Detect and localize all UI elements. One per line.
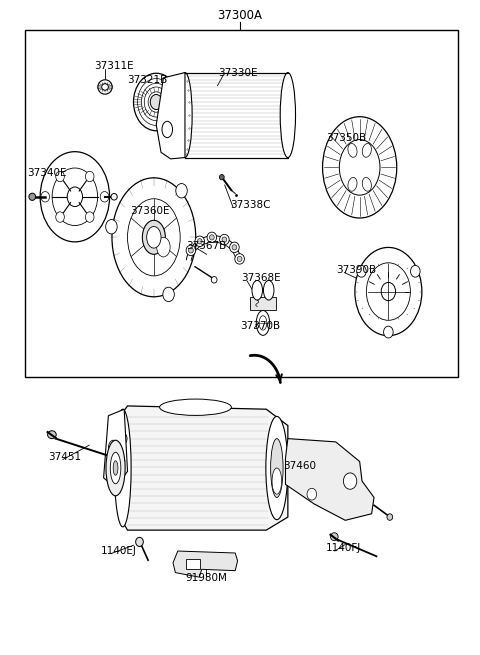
Ellipse shape <box>48 431 56 439</box>
Text: 37390B: 37390B <box>336 265 376 275</box>
Ellipse shape <box>271 439 283 497</box>
Ellipse shape <box>362 178 372 191</box>
Ellipse shape <box>85 171 94 181</box>
Text: 37300A: 37300A <box>217 9 263 22</box>
Text: 37321B: 37321B <box>128 75 168 85</box>
Ellipse shape <box>143 220 165 254</box>
Ellipse shape <box>178 73 192 158</box>
Polygon shape <box>104 409 128 487</box>
Text: 37451: 37451 <box>48 452 82 462</box>
Ellipse shape <box>189 248 193 253</box>
Text: 37350B: 37350B <box>326 133 366 143</box>
Ellipse shape <box>85 212 94 222</box>
Ellipse shape <box>113 461 118 476</box>
Ellipse shape <box>163 288 174 301</box>
Ellipse shape <box>381 282 396 301</box>
Ellipse shape <box>100 191 109 202</box>
Ellipse shape <box>136 537 144 546</box>
Text: 37330E: 37330E <box>218 67 258 77</box>
Ellipse shape <box>355 248 422 335</box>
Ellipse shape <box>52 168 97 225</box>
Ellipse shape <box>266 417 288 519</box>
Ellipse shape <box>157 237 170 257</box>
Ellipse shape <box>195 236 204 246</box>
Ellipse shape <box>209 234 214 240</box>
Text: 37360E: 37360E <box>130 206 169 216</box>
Ellipse shape <box>110 453 121 483</box>
Ellipse shape <box>235 253 244 264</box>
Text: 37311E: 37311E <box>94 61 133 71</box>
Ellipse shape <box>339 140 380 195</box>
Ellipse shape <box>108 440 118 457</box>
Ellipse shape <box>357 265 366 277</box>
Text: 37460: 37460 <box>283 461 316 471</box>
Ellipse shape <box>41 191 49 202</box>
Ellipse shape <box>56 171 64 181</box>
Ellipse shape <box>384 326 393 338</box>
Ellipse shape <box>106 440 125 496</box>
Ellipse shape <box>197 238 202 244</box>
Ellipse shape <box>111 193 117 200</box>
Ellipse shape <box>264 280 274 300</box>
Ellipse shape <box>162 121 172 138</box>
Text: 37367B: 37367B <box>186 241 227 251</box>
Ellipse shape <box>222 237 227 242</box>
Text: 37340E: 37340E <box>27 168 67 178</box>
Ellipse shape <box>259 316 267 330</box>
Text: 37368E: 37368E <box>241 274 281 284</box>
Ellipse shape <box>112 178 196 297</box>
Ellipse shape <box>147 227 161 248</box>
Ellipse shape <box>211 276 217 283</box>
Bar <box>186 559 200 569</box>
Text: 37370B: 37370B <box>240 320 280 331</box>
Ellipse shape <box>102 84 108 90</box>
Polygon shape <box>116 406 288 530</box>
Ellipse shape <box>128 198 180 276</box>
Ellipse shape <box>159 399 231 415</box>
Ellipse shape <box>280 73 296 158</box>
Ellipse shape <box>29 193 36 200</box>
Ellipse shape <box>272 468 282 494</box>
Ellipse shape <box>323 117 397 218</box>
Ellipse shape <box>330 533 338 540</box>
Ellipse shape <box>219 174 224 179</box>
Ellipse shape <box>348 143 357 157</box>
Ellipse shape <box>237 256 242 261</box>
Polygon shape <box>156 73 185 159</box>
Ellipse shape <box>256 310 270 335</box>
Ellipse shape <box>56 212 64 222</box>
Ellipse shape <box>176 183 187 198</box>
Ellipse shape <box>362 143 372 157</box>
Ellipse shape <box>119 433 127 445</box>
Ellipse shape <box>186 245 196 255</box>
Ellipse shape <box>307 488 317 500</box>
Text: 91980M: 91980M <box>186 574 228 584</box>
Polygon shape <box>185 73 288 158</box>
Bar <box>250 297 276 310</box>
Ellipse shape <box>98 80 112 94</box>
Polygon shape <box>173 551 238 577</box>
Bar <box>24 30 458 377</box>
Ellipse shape <box>410 265 420 277</box>
Text: 1140EJ: 1140EJ <box>101 546 137 556</box>
Ellipse shape <box>252 280 263 300</box>
Ellipse shape <box>387 514 393 520</box>
Ellipse shape <box>343 473 357 489</box>
Ellipse shape <box>114 409 131 527</box>
Text: 37338C: 37338C <box>230 200 271 210</box>
Ellipse shape <box>366 263 410 320</box>
Ellipse shape <box>40 152 109 242</box>
Ellipse shape <box>150 94 162 109</box>
Ellipse shape <box>219 234 229 245</box>
Ellipse shape <box>67 187 83 206</box>
Ellipse shape <box>106 219 117 234</box>
Ellipse shape <box>133 73 179 131</box>
Ellipse shape <box>348 178 357 191</box>
Ellipse shape <box>232 245 237 250</box>
Text: 1140FJ: 1140FJ <box>326 544 361 553</box>
Ellipse shape <box>229 242 239 253</box>
Polygon shape <box>286 439 374 520</box>
Ellipse shape <box>207 232 216 242</box>
